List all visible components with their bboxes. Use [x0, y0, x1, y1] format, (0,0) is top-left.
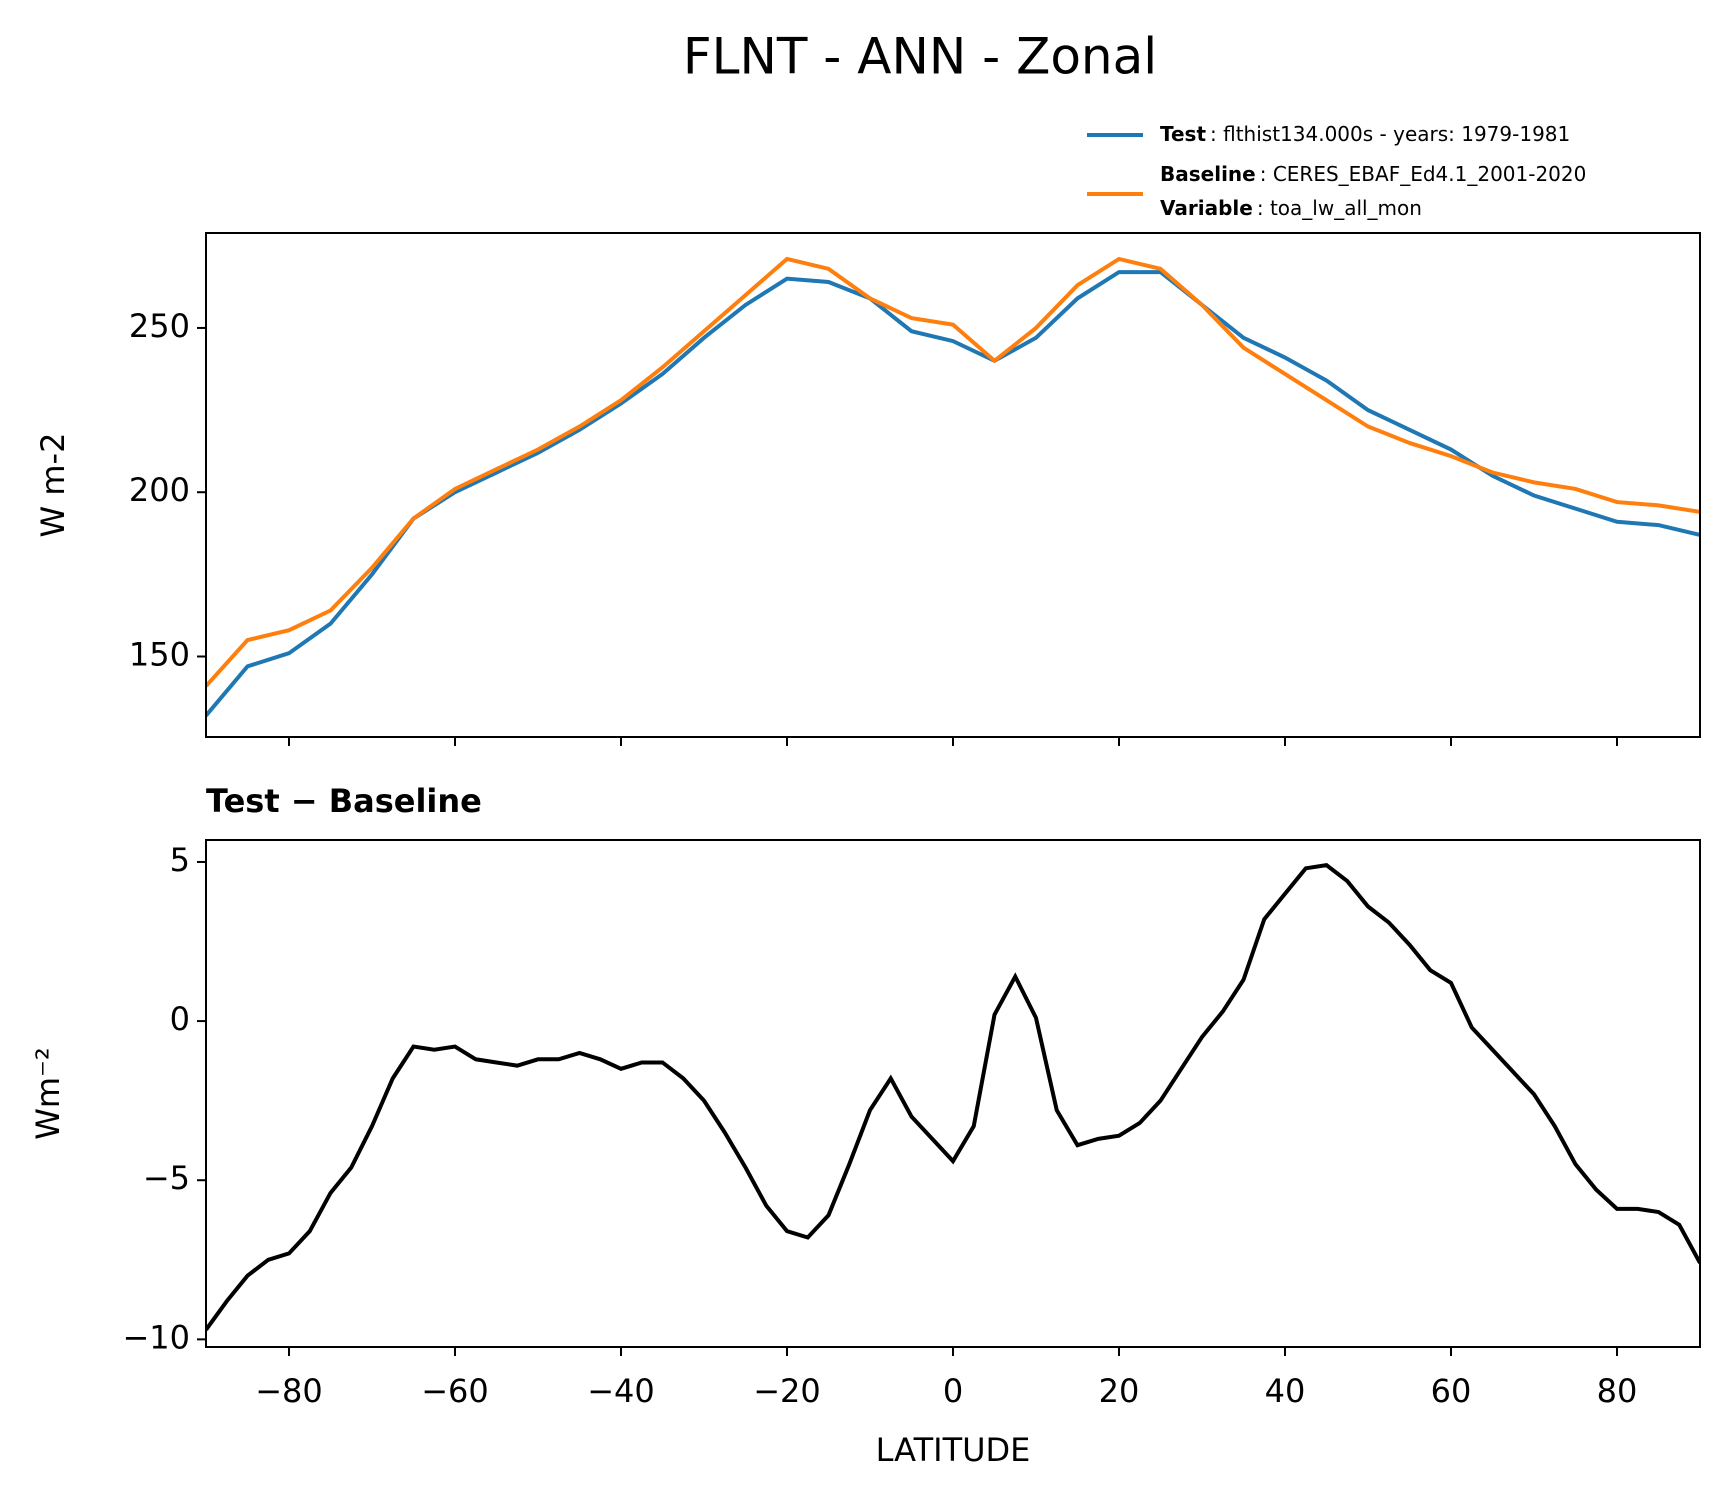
legend-text: : CERES_EBAF_Ed4.1_2001-2020: [1260, 162, 1587, 186]
x-tick-label: 0: [943, 1372, 963, 1410]
legend-text: : flthist134.000s - years: 1979-1981: [1210, 122, 1570, 146]
data-line: [206, 256, 1700, 688]
x-tick-label: 60: [1431, 1372, 1472, 1410]
x-tick-label: −60: [421, 1372, 489, 1410]
y-axis-label: W m-2: [34, 433, 72, 538]
panel-title: Test − Baseline: [206, 782, 482, 820]
data-line: [206, 270, 1700, 717]
data-line: [206, 863, 1700, 1331]
x-tick-label: −80: [255, 1372, 323, 1410]
y-tick-label: 250: [129, 307, 190, 345]
legend-label: Baseline: CERES_EBAF_Ed4.1_2001-2020: [1160, 162, 1586, 186]
chart-title: FLNT - ANN - Zonal: [683, 28, 1157, 86]
x-tick-label: 80: [1597, 1372, 1638, 1410]
y-tick-label: −10: [122, 1318, 190, 1356]
y-tick-label: 200: [129, 471, 190, 509]
legend-note-text: : toa_lw_all_mon: [1257, 196, 1422, 220]
y-tick-label: −5: [143, 1159, 190, 1197]
x-tick-label: 20: [1099, 1372, 1140, 1410]
x-tick-label: 40: [1265, 1372, 1306, 1410]
plot-frame: [205, 839, 1701, 1348]
y-tick-label: 5: [170, 841, 190, 879]
y-tick-label: 150: [129, 636, 190, 674]
plot-frame: [205, 232, 1701, 738]
y-tick-label: 0: [170, 1000, 190, 1038]
legend-name: Baseline: [1160, 162, 1256, 186]
legend-note: Variable: toa_lw_all_mon: [1160, 196, 1422, 220]
legend-note-name: Variable: [1160, 196, 1253, 220]
y-axis-label: Wm⁻²: [29, 1047, 67, 1140]
legend-label: Test: flthist134.000s - years: 1979-1981: [1160, 122, 1570, 146]
legend-name: Test: [1160, 122, 1206, 146]
x-axis-label: LATITUDE: [876, 1431, 1031, 1469]
x-tick-label: −20: [753, 1372, 821, 1410]
x-tick-label: −40: [587, 1372, 655, 1410]
